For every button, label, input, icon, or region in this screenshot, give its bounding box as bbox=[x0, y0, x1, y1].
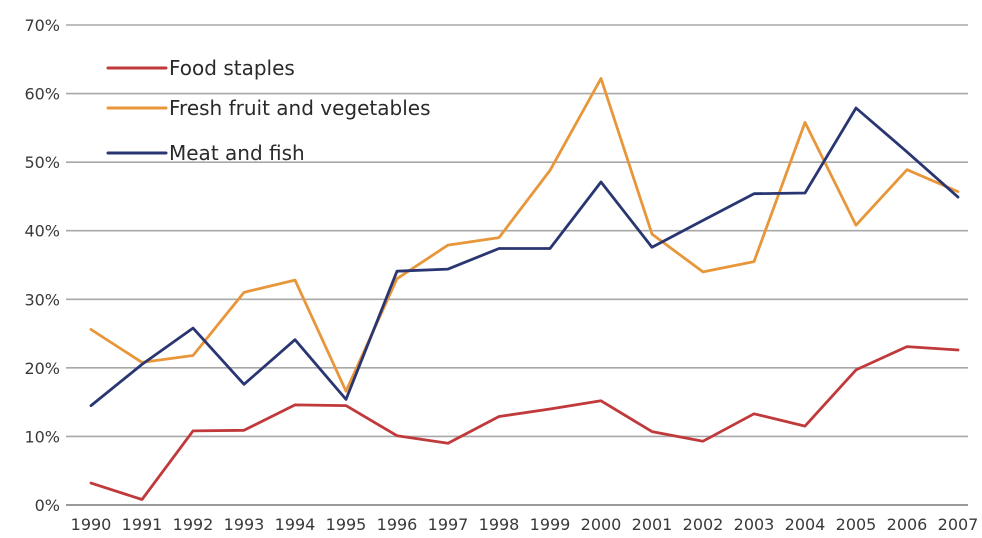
x-tick-label: 2001 bbox=[632, 515, 673, 534]
x-tick-label: 1999 bbox=[530, 515, 571, 534]
x-tick-label: 1995 bbox=[326, 515, 367, 534]
y-tick-label: 70% bbox=[24, 16, 60, 35]
series-line-food-staples bbox=[89, 345, 960, 501]
x-tick-label: 2003 bbox=[734, 515, 775, 534]
x-axis-tick-labels: 1990 1991 1992 1993 1994 1995 1996 1997 1998 1999… bbox=[71, 515, 979, 534]
y-tick-label: 50% bbox=[24, 153, 60, 172]
y-tick-label: 10% bbox=[24, 427, 60, 446]
series-lines bbox=[89, 77, 960, 501]
x-tick-label: 2000 bbox=[581, 515, 622, 534]
legend-label: Meat and fish bbox=[169, 141, 305, 165]
y-tick-label: 0% bbox=[35, 496, 60, 515]
x-tick-label: 2006 bbox=[887, 515, 928, 534]
x-tick-label: 2005 bbox=[836, 515, 877, 534]
grid-lines bbox=[66, 24, 968, 506]
y-tick-label: 30% bbox=[24, 290, 60, 309]
y-tick-label: 20% bbox=[24, 359, 60, 378]
y-tick-label: 60% bbox=[24, 85, 60, 104]
x-tick-label: 1990 bbox=[71, 515, 112, 534]
x-tick-label: 2002 bbox=[683, 515, 724, 534]
x-tick-label: 1998 bbox=[479, 515, 520, 534]
legend-label: Food staples bbox=[169, 56, 295, 80]
series-line-fresh-fruit-and-vegetables bbox=[89, 77, 960, 393]
x-tick-label: 1991 bbox=[122, 515, 163, 534]
y-tick-label: 40% bbox=[24, 222, 60, 241]
x-tick-label: 1994 bbox=[275, 515, 316, 534]
x-tick-label: 2004 bbox=[785, 515, 826, 534]
x-tick-label: 2007 bbox=[938, 515, 979, 534]
series-line-meat-and-fish bbox=[89, 106, 960, 408]
x-tick-label: 1997 bbox=[428, 515, 469, 534]
x-tick-label: 1992 bbox=[173, 515, 214, 534]
legend: Food staples Fresh fruit and vegetables Me… bbox=[106, 56, 430, 165]
y-axis-tick-labels: 0% 10% 20% 30% 40% 50% 60% 70% bbox=[24, 16, 60, 515]
legend-label: Fresh fruit and vegetables bbox=[169, 96, 430, 120]
x-tick-label: 1996 bbox=[377, 515, 418, 534]
x-tick-label: 1993 bbox=[224, 515, 265, 534]
